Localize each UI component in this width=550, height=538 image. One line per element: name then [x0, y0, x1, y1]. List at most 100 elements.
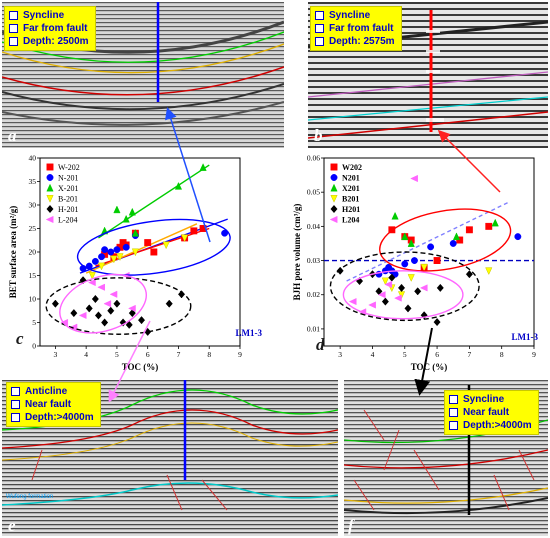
panel-letter: f: [348, 516, 354, 535]
tag-depth: Depth: 2500m: [23, 36, 89, 47]
data-point: [398, 283, 406, 292]
data-point: [101, 318, 109, 327]
data-point: [162, 241, 170, 250]
data-point: [427, 243, 435, 251]
data-point: [110, 255, 118, 264]
panel-letter: d: [316, 335, 325, 354]
data-point: [485, 267, 493, 276]
panel-a-tag: Syncline Far from fault Depth: 2500m: [4, 6, 96, 51]
tag-fault: Far from fault: [23, 23, 88, 34]
data-point: [348, 297, 357, 306]
data-point: [122, 243, 130, 251]
data-point: [113, 205, 121, 214]
y-tick-label: 0.05: [307, 188, 320, 197]
legend-label: B201: [342, 195, 359, 204]
data-point: [420, 263, 428, 272]
legend-label: H-201: [58, 205, 78, 214]
seismic-panel-e: Anticline Near fault Depth:>4000m Wufeng…: [2, 380, 338, 536]
y-tick-label: 0.01: [307, 324, 320, 333]
data-point: [381, 277, 389, 286]
y-tick-label: 25: [29, 224, 37, 233]
chart-panel-d: 3 4 5 6 7 8 9 0.01 0.02 0.03 0.04 0.05 0.06 TOC (%) BJ…: [276, 150, 548, 380]
legend-marker: [330, 183, 338, 192]
data-point: [384, 280, 393, 289]
y-tick-label: 0: [32, 342, 36, 351]
y-tick-label: 5: [32, 318, 36, 327]
data-point: [88, 278, 96, 287]
data-point: [91, 257, 99, 265]
tag-structure: Syncline: [23, 10, 65, 21]
tag-fault: Far from fault: [329, 23, 394, 34]
panel-letter: c: [16, 329, 24, 348]
x-tick-label: 3: [338, 350, 342, 359]
legend-marker: [330, 195, 338, 203]
series-l204: [348, 174, 428, 316]
data-point: [401, 232, 409, 241]
group-ellipse-high: [379, 208, 512, 272]
legend-marker: [329, 215, 338, 224]
legend-marker: [330, 163, 338, 171]
formation-label: Wufeng formation: [6, 494, 54, 500]
panel-b-tag: Syncline Far from fault Depth: 2575m: [310, 6, 402, 51]
x-tick-label: 5: [403, 350, 407, 359]
y-tick-label: 15: [29, 271, 37, 280]
data-point: [414, 287, 422, 296]
legend-label: L204: [342, 216, 359, 225]
y-tick-label: 40: [29, 154, 37, 163]
data-point: [122, 214, 130, 223]
group-ellipse-low: [329, 251, 480, 322]
data-point: [491, 218, 499, 227]
data-point: [401, 260, 409, 268]
x-tick-label: 7: [177, 350, 181, 359]
x-tick-label: 9: [532, 350, 536, 359]
data-point: [190, 227, 198, 235]
data-point: [381, 297, 389, 306]
well-label: LM1-3: [512, 332, 539, 342]
data-point: [70, 309, 78, 318]
data-point: [436, 283, 444, 292]
x-tick-label: 8: [207, 350, 211, 359]
data-point: [150, 248, 158, 256]
x-tick-label: 3: [54, 350, 58, 359]
y-tick-label: 0.06: [307, 154, 320, 163]
y-axis-label: BJH pore volume (cm³/g): [292, 204, 302, 301]
legend-label: H201: [342, 205, 360, 214]
legend-label: X201: [342, 184, 360, 193]
x-tick-label: 6: [146, 350, 150, 359]
data-point: [128, 309, 136, 318]
series-n201: [375, 233, 522, 278]
series-l-204: [60, 271, 136, 331]
x-axis-label: TOC (%): [411, 362, 448, 372]
series-b201: [381, 263, 493, 300]
data-point: [377, 291, 386, 299]
data-point: [433, 317, 441, 327]
series-x201: [391, 211, 499, 247]
data-point: [128, 304, 136, 312]
legend-label: L-204: [58, 216, 78, 225]
legend-label: B-201: [58, 195, 78, 204]
bjh-pore-volume-chart: 3 4 5 6 7 8 9 0.01 0.02 0.03 0.04 0.05 0.06 TOC (%) BJ…: [292, 154, 539, 373]
x-tick-label: 9: [238, 350, 242, 359]
tag-fault: Near fault: [463, 407, 510, 418]
data-point: [131, 248, 139, 257]
legend-label: W202: [342, 163, 362, 172]
x-tick-label: 5: [115, 350, 119, 359]
data-point: [88, 272, 96, 280]
data-point: [410, 174, 418, 183]
data-point: [78, 311, 87, 320]
trendline: [346, 201, 509, 282]
tag-depth: Depth:>4000m: [463, 420, 532, 431]
data-point: [411, 257, 418, 264]
tag-fault: Near fault: [25, 399, 72, 410]
legend-marker: [46, 195, 54, 203]
data-point: [97, 262, 106, 271]
x-axis-label: TOC (%): [122, 362, 159, 372]
tag-depth: Depth:>4000m: [25, 412, 94, 423]
legend-label: W-202: [58, 163, 80, 172]
y-tick-label: 35: [29, 177, 37, 186]
data-point: [109, 290, 118, 298]
bet-surface-area-chart: 3 4 5 6 7 8 9 0 5 10 15 20 25 30 35 40 TOC (%) BET surfac…: [8, 154, 262, 373]
data-point: [94, 311, 102, 320]
